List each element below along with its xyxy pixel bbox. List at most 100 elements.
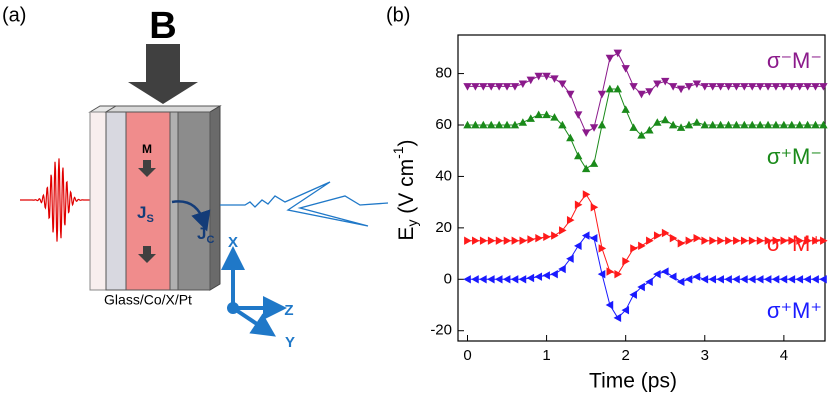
data-point	[566, 254, 574, 263]
x-tick-label: 0	[463, 347, 471, 364]
data-point	[677, 239, 686, 248]
data-point	[811, 120, 820, 129]
data-point	[740, 83, 749, 91]
data-point	[494, 83, 504, 91]
data-point	[684, 120, 694, 129]
thz-waveform	[220, 181, 389, 227]
data-point	[471, 275, 479, 284]
data-point	[779, 275, 788, 284]
data-point	[668, 272, 677, 281]
data-point	[597, 90, 607, 99]
data-point	[471, 83, 480, 91]
data-point	[755, 83, 765, 91]
data-point	[597, 269, 606, 279]
plot-frame	[457, 34, 826, 342]
data-point	[558, 80, 567, 89]
magnetization-label: M	[142, 142, 152, 156]
data-point	[708, 83, 717, 91]
data-point	[518, 80, 528, 89]
data-point	[748, 236, 757, 245]
data-point	[551, 231, 559, 240]
data-point	[526, 76, 535, 85]
x-tick-label: 3	[701, 347, 709, 364]
data-point	[811, 83, 820, 91]
y-tick-label: 80	[435, 65, 452, 82]
axis-label: X	[228, 234, 238, 251]
axis-origin	[227, 302, 239, 314]
axis-label: Y	[285, 334, 295, 351]
data-point	[471, 120, 480, 129]
data-point	[479, 120, 488, 129]
data-point	[645, 125, 654, 134]
data-point	[630, 244, 638, 253]
data-point	[526, 273, 535, 283]
series-line	[467, 88, 824, 170]
panel-label: (b)	[386, 4, 410, 26]
data-point	[692, 272, 701, 281]
data-point	[543, 232, 551, 242]
data-point	[581, 231, 590, 240]
magnetization-arrow	[138, 160, 156, 177]
data-point	[518, 118, 528, 126]
data-point	[716, 275, 724, 284]
data-point	[598, 244, 607, 253]
data-point	[684, 83, 694, 91]
data-point	[748, 83, 757, 91]
data-point	[637, 90, 646, 99]
data-point	[511, 236, 520, 245]
data-point	[637, 131, 646, 139]
data-point	[716, 120, 725, 129]
x-layer	[125, 111, 171, 291]
data-point	[685, 236, 694, 245]
data-point	[581, 129, 591, 137]
data-point	[676, 85, 686, 94]
series-line	[467, 52, 824, 134]
data-point	[613, 84, 622, 93]
y-tick-label: 60	[435, 116, 452, 133]
data-point	[566, 90, 575, 99]
y-tick-label: 40	[435, 167, 452, 184]
data-point	[709, 236, 717, 245]
data-point	[502, 120, 512, 129]
data-point	[472, 236, 480, 245]
data-point	[700, 83, 709, 91]
panel-a: (a) B M JS JC Glass/Co/X/Pt X Z Y	[2, 4, 389, 351]
data-point	[732, 83, 741, 91]
field-arrow-shaft	[146, 44, 180, 82]
data-point	[613, 313, 622, 323]
data-point	[621, 305, 630, 315]
data-point	[574, 200, 583, 209]
data-point	[558, 120, 567, 129]
data-point	[700, 120, 709, 129]
data-point	[819, 120, 828, 129]
data-point	[629, 83, 638, 91]
data-point	[740, 236, 749, 245]
field-label: B	[149, 5, 176, 47]
data-point	[535, 233, 543, 243]
data-point	[479, 275, 487, 284]
data-point	[519, 236, 528, 245]
data-point	[708, 120, 717, 129]
data-point	[542, 72, 551, 81]
current-arrow	[171, 200, 211, 232]
panel-label: (a)	[2, 4, 26, 26]
data-point	[518, 275, 527, 284]
data-point	[502, 83, 512, 91]
data-point	[661, 228, 670, 238]
charge-current-label: JC	[197, 224, 214, 245]
x-tick-label: 1	[542, 347, 550, 364]
data-point	[795, 275, 804, 284]
data-point	[629, 123, 638, 131]
data-point	[820, 236, 828, 245]
data-point	[464, 236, 472, 245]
data-point	[804, 236, 812, 245]
data-point	[732, 275, 740, 284]
data-point	[733, 236, 741, 245]
data-point	[606, 267, 615, 276]
data-point	[787, 120, 796, 129]
data-point	[463, 275, 471, 284]
data-point	[676, 277, 685, 287]
data-point	[661, 267, 669, 276]
y-tick-label: 20	[435, 219, 452, 236]
